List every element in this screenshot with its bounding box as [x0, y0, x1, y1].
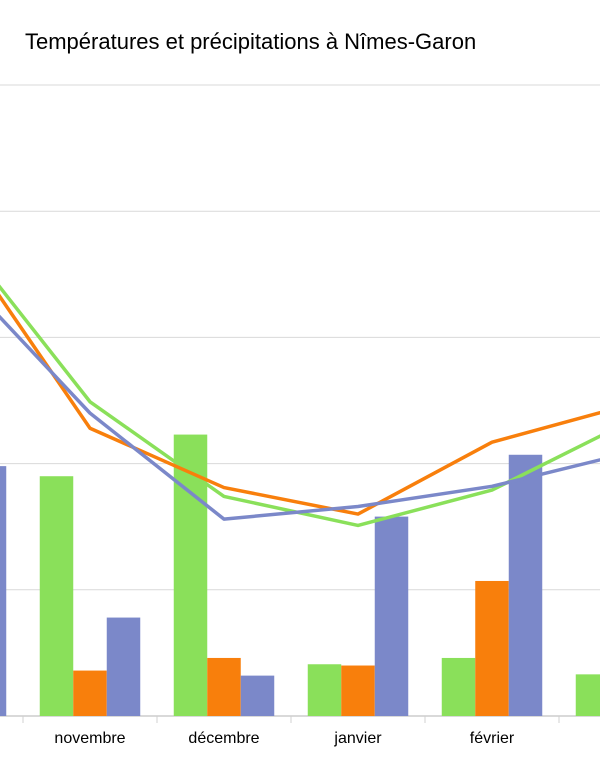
bar: [0, 466, 7, 716]
chart-title: Températures et précipitations à Nîmes-G…: [25, 29, 476, 54]
x-tick-label: décembre: [188, 730, 259, 747]
x-tick-label: janvier: [333, 730, 382, 747]
x-tick-label: février: [470, 730, 515, 747]
bar: [73, 670, 107, 716]
line: [0, 284, 600, 528]
bar: [475, 580, 509, 716]
bar: [374, 516, 409, 716]
line: [0, 314, 600, 521]
bar: [508, 454, 543, 716]
bar: [240, 675, 275, 716]
bar: [307, 664, 342, 716]
bar: [39, 476, 74, 716]
bar: [441, 657, 476, 716]
bar: [341, 665, 375, 716]
line: [0, 293, 600, 516]
bar: [207, 657, 241, 716]
bar: [575, 674, 600, 716]
bar: [106, 617, 141, 716]
x-tick-label: novembre: [54, 730, 125, 747]
